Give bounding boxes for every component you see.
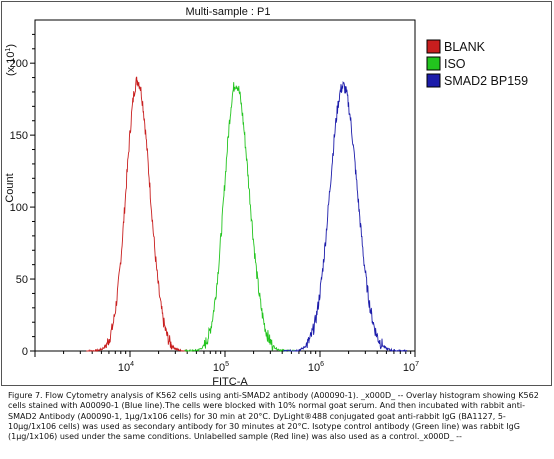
legend-swatch	[426, 56, 441, 71]
x-tick-label: 106	[308, 361, 324, 374]
x-tick-label: 104	[118, 361, 134, 374]
figure-caption: Figure 7. Flow Cytometry analysis of K56…	[8, 391, 539, 442]
y-tick-label: 200	[10, 58, 28, 70]
legend: BLANK ISO SMAD2 BP159	[426, 39, 528, 88]
histogram-series	[86, 76, 408, 353]
legend-label: SMAD2 BP159	[444, 74, 528, 88]
figure-frame	[1, 1, 552, 386]
legend-label: BLANK	[444, 40, 486, 54]
chart-title: Multi-sample : P1	[186, 6, 271, 18]
legend-swatch	[426, 73, 441, 88]
series-line-iso	[184, 82, 296, 353]
x-tick-label: 105	[213, 361, 229, 374]
y-axis: 0 50 100 150 200	[10, 33, 35, 358]
series-line-smad2-bp159	[282, 80, 408, 352]
legend-swatch	[426, 39, 441, 54]
y-tick-label: 0	[22, 346, 28, 358]
x-axis: 104 105 106 107	[34, 351, 419, 374]
y-scale-label: (x 101)	[5, 44, 17, 76]
y-tick-label: 150	[10, 130, 28, 142]
y-axis-label: Count	[4, 173, 16, 202]
y-tick-label: 50	[16, 274, 28, 286]
y-tick-label: 100	[10, 202, 28, 214]
x-tick-label: 107	[403, 361, 419, 374]
legend-label: ISO	[444, 57, 466, 71]
x-axis-label: FITC-A	[212, 376, 248, 388]
series-line-blank	[86, 76, 194, 352]
